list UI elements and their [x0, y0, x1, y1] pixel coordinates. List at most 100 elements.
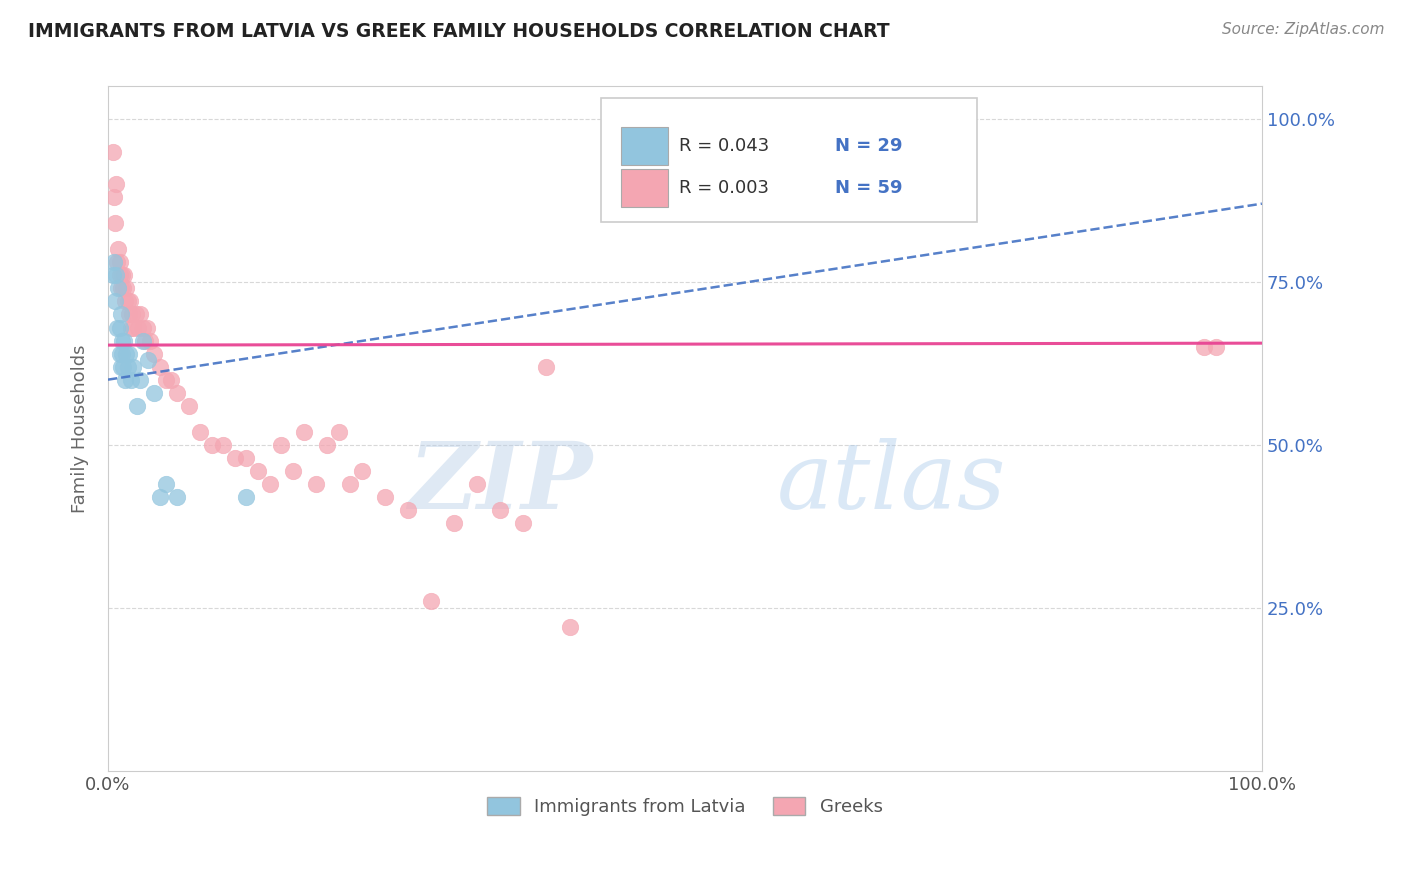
Point — [339, 477, 361, 491]
Point — [110, 308, 132, 322]
Point — [105, 320, 128, 334]
Point — [420, 594, 443, 608]
Point — [107, 242, 129, 256]
Point — [281, 464, 304, 478]
Point — [1192, 340, 1215, 354]
Point — [155, 373, 177, 387]
Point — [104, 216, 127, 230]
Point — [166, 385, 188, 400]
Point — [108, 320, 131, 334]
Point — [246, 464, 269, 478]
Point — [108, 268, 131, 283]
Point — [1205, 340, 1227, 354]
Point — [201, 438, 224, 452]
Legend: Immigrants from Latvia, Greeks: Immigrants from Latvia, Greeks — [479, 789, 890, 823]
Point — [235, 450, 257, 465]
Point — [465, 477, 488, 491]
Point — [143, 385, 166, 400]
Point — [136, 320, 159, 334]
Point — [105, 177, 128, 191]
Point — [259, 477, 281, 491]
FancyBboxPatch shape — [621, 169, 668, 207]
Point — [111, 268, 134, 283]
Point — [125, 399, 148, 413]
Point — [114, 373, 136, 387]
Point — [143, 346, 166, 360]
Y-axis label: Family Households: Family Households — [72, 344, 89, 513]
Point — [108, 255, 131, 269]
Point — [103, 255, 125, 269]
Point — [270, 438, 292, 452]
Point — [120, 373, 142, 387]
Point — [120, 320, 142, 334]
Point — [374, 490, 396, 504]
Point — [111, 281, 134, 295]
Text: N = 59: N = 59 — [835, 178, 903, 196]
Point — [121, 308, 143, 322]
Point — [117, 294, 139, 309]
Point — [292, 425, 315, 439]
FancyBboxPatch shape — [621, 128, 668, 165]
Point — [131, 334, 153, 348]
Point — [235, 490, 257, 504]
Point — [166, 490, 188, 504]
Point — [127, 320, 149, 334]
Point — [160, 373, 183, 387]
Point — [328, 425, 350, 439]
Point — [105, 255, 128, 269]
Point — [117, 359, 139, 374]
Point — [111, 346, 134, 360]
Point — [114, 294, 136, 309]
Point — [536, 359, 558, 374]
Point — [103, 190, 125, 204]
Point — [111, 334, 134, 348]
Point — [104, 294, 127, 309]
Point — [134, 334, 156, 348]
Point — [129, 373, 152, 387]
Point — [489, 503, 512, 517]
Point — [316, 438, 339, 452]
Point — [122, 359, 145, 374]
Point — [149, 490, 172, 504]
Point — [118, 308, 141, 322]
Text: R = 0.043: R = 0.043 — [679, 136, 769, 155]
Point — [125, 308, 148, 322]
Point — [105, 268, 128, 283]
Point — [122, 320, 145, 334]
Point — [396, 503, 419, 517]
Point — [138, 353, 160, 368]
Point — [118, 294, 141, 309]
Text: atlas: atlas — [778, 438, 1007, 528]
Point — [101, 145, 124, 159]
Text: ZIP: ZIP — [408, 438, 593, 528]
Point — [118, 346, 141, 360]
Point — [115, 281, 138, 295]
Point — [112, 334, 135, 348]
Point — [350, 464, 373, 478]
Point — [107, 281, 129, 295]
FancyBboxPatch shape — [600, 98, 977, 222]
Point — [138, 334, 160, 348]
Point — [177, 399, 200, 413]
Point — [129, 308, 152, 322]
Point — [111, 359, 134, 374]
Point — [101, 268, 124, 283]
Text: Source: ZipAtlas.com: Source: ZipAtlas.com — [1222, 22, 1385, 37]
Point — [149, 359, 172, 374]
Point — [115, 346, 138, 360]
Point — [155, 477, 177, 491]
Point — [112, 268, 135, 283]
Point — [110, 359, 132, 374]
Point — [558, 620, 581, 634]
Text: IMMIGRANTS FROM LATVIA VS GREEK FAMILY HOUSEHOLDS CORRELATION CHART: IMMIGRANTS FROM LATVIA VS GREEK FAMILY H… — [28, 22, 890, 41]
Point — [108, 346, 131, 360]
Point — [305, 477, 328, 491]
Point — [443, 516, 465, 530]
Text: R = 0.003: R = 0.003 — [679, 178, 769, 196]
Point — [110, 281, 132, 295]
Point — [224, 450, 246, 465]
Point — [512, 516, 534, 530]
Point — [131, 320, 153, 334]
Point — [188, 425, 211, 439]
Point — [212, 438, 235, 452]
